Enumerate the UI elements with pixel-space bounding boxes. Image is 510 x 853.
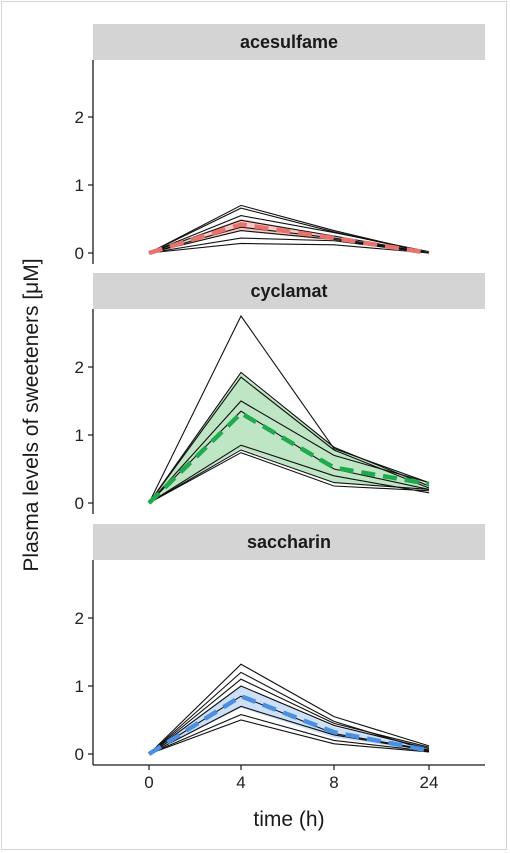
individual-line: [148, 705, 430, 755]
individual-line: [148, 663, 430, 755]
panel-saccharin: saccharin 0 1 2: [75, 524, 485, 765]
x-tick-label: 8: [329, 773, 338, 792]
confidence-band: [149, 219, 429, 253]
x-tick-label: 24: [420, 773, 439, 792]
individual-line: [148, 671, 430, 755]
y-axis-title: Plasma levels of sweeteners [μM]: [20, 258, 43, 571]
panel-strip: [93, 524, 485, 560]
x-tick-label: 0: [144, 773, 153, 792]
x-axis-title: time (h): [253, 808, 324, 831]
y-tick-label: 0: [75, 745, 84, 764]
individual-line: [148, 237, 430, 254]
individual-line: [148, 400, 430, 504]
y-tick-label: 1: [75, 176, 84, 195]
panel-acesulfame: acesulfame 0 1 2: [75, 24, 485, 264]
individual-line: [148, 713, 430, 755]
individual-line: [148, 449, 430, 504]
panel-cyclamat: cyclamat 0 1 2: [75, 273, 485, 514]
panel-title: cyclamat: [250, 281, 327, 301]
mean-line: [147, 410, 430, 505]
y-tick-label: 0: [75, 494, 84, 513]
individual-line: [148, 371, 430, 504]
individual-line: [148, 452, 430, 504]
individual-line: [148, 719, 430, 755]
y-tick-label: 2: [75, 609, 84, 628]
panel-strip: [93, 273, 485, 309]
y-tick-label: 0: [75, 244, 84, 263]
individual-line: [148, 242, 430, 254]
x-tick-label: 4: [236, 773, 245, 792]
individual-line: [148, 685, 430, 755]
confidence-band: [149, 373, 429, 503]
individual-line: [148, 230, 430, 254]
individual-line: [148, 215, 430, 254]
mean-line: [148, 222, 430, 256]
panel-title: acesulfame: [240, 32, 338, 52]
individual-line: [148, 314, 430, 504]
individual-line: [148, 444, 430, 504]
panel-strip: [93, 24, 485, 60]
y-tick-label: 2: [75, 358, 84, 377]
y-tick-label: 2: [75, 108, 84, 127]
panel-title: saccharin: [247, 532, 331, 552]
mean-line: [147, 693, 430, 756]
individual-line: [148, 678, 430, 755]
y-tick-label: 1: [75, 677, 84, 696]
y-tick-label: 1: [75, 426, 84, 445]
